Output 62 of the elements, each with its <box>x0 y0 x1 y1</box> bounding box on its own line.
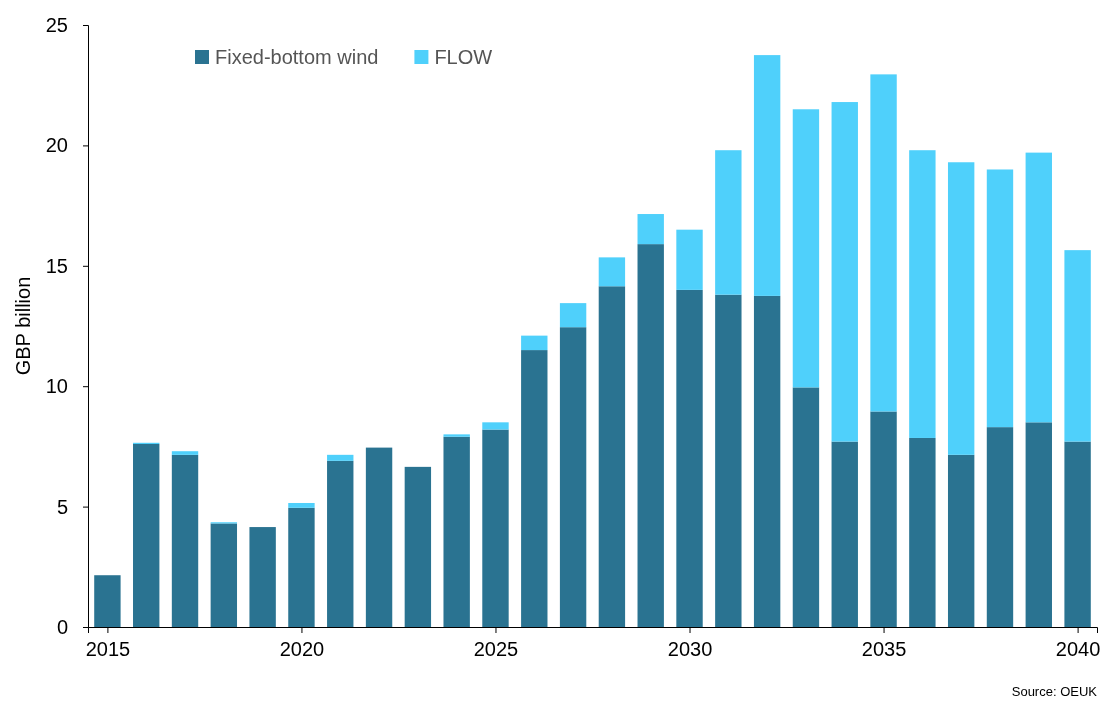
x-tick-label: 2015 <box>85 638 131 660</box>
bar <box>1025 152 1052 423</box>
bar <box>947 162 975 455</box>
x-tick-label: 2040 <box>1055 638 1101 660</box>
bar <box>909 150 936 438</box>
bar <box>676 229 703 290</box>
bar <box>482 422 509 430</box>
bar <box>1064 441 1091 627</box>
bar <box>521 350 548 627</box>
y-axis-title: GBP billion <box>12 276 34 376</box>
legend-label: Fixed-bottom wind <box>215 46 379 68</box>
legend-label: FLOW <box>434 46 493 68</box>
bar <box>598 257 626 287</box>
bar <box>327 460 354 627</box>
bar <box>133 443 160 627</box>
source-note: Source: OEUK <box>1011 684 1098 699</box>
bar <box>986 427 1014 627</box>
bar <box>288 507 315 627</box>
y-tick-label: 15 <box>45 254 68 277</box>
y-tick-label: 25 <box>45 13 68 36</box>
y-tick-label: 5 <box>56 495 68 518</box>
bar <box>171 454 199 627</box>
bar <box>676 289 703 627</box>
bar <box>443 434 470 437</box>
x-tick-label: 2035 <box>861 638 907 660</box>
bar <box>288 502 315 508</box>
bar <box>715 294 742 627</box>
bar <box>986 169 1014 428</box>
bar <box>792 109 820 388</box>
y-tick-label: 0 <box>56 615 68 638</box>
bar <box>559 327 587 627</box>
bar <box>327 454 354 461</box>
bar <box>1025 422 1052 627</box>
x-tick-label: 2030 <box>667 638 713 660</box>
y-tick-label: 10 <box>45 375 68 398</box>
bar <box>598 286 626 627</box>
bar <box>831 102 858 442</box>
bar <box>947 454 975 627</box>
bar <box>365 447 393 627</box>
bar <box>443 436 470 627</box>
bar <box>1064 250 1091 442</box>
bar <box>521 335 548 351</box>
bar <box>482 429 509 627</box>
bar <box>753 55 781 296</box>
bar <box>404 466 432 627</box>
bar <box>637 214 664 245</box>
bar <box>870 74 897 412</box>
bar <box>94 575 121 627</box>
bar <box>637 244 664 627</box>
bar <box>870 411 897 627</box>
bar <box>792 387 820 627</box>
bar <box>753 295 781 627</box>
x-tick-label: 2020 <box>279 638 325 660</box>
bar <box>831 441 858 627</box>
bar <box>559 303 587 328</box>
bar <box>210 523 238 627</box>
bar <box>171 451 199 455</box>
y-tick-label: 20 <box>45 134 68 157</box>
bar <box>909 437 936 627</box>
x-tick-label: 2025 <box>473 638 519 660</box>
bar <box>249 527 276 627</box>
bar <box>715 150 742 295</box>
